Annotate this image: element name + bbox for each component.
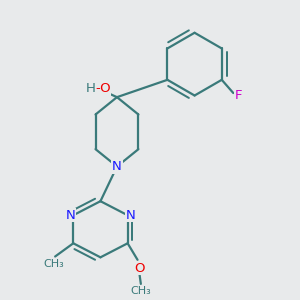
Text: -O: -O <box>95 82 111 95</box>
Text: O: O <box>134 262 144 275</box>
Text: N: N <box>125 209 135 222</box>
Text: CH₃: CH₃ <box>43 259 64 269</box>
Text: H: H <box>85 82 95 95</box>
Text: CH₃: CH₃ <box>130 286 151 296</box>
Text: N: N <box>66 209 76 222</box>
Text: N: N <box>112 160 122 173</box>
Text: F: F <box>235 89 242 102</box>
